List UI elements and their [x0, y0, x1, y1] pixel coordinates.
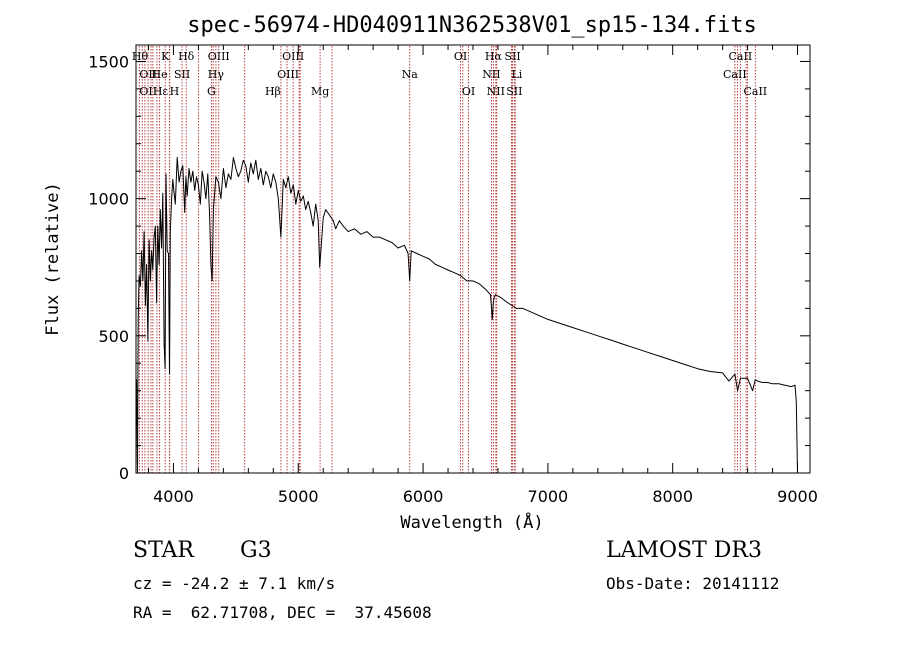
marker-lines-group — [138, 46, 756, 473]
marker-label: OIII — [208, 50, 230, 63]
x-tick-label: 8000 — [652, 487, 693, 506]
y-tick-label: 500 — [98, 327, 129, 346]
plot-frame — [135, 44, 811, 474]
marker-label: OIII — [282, 50, 304, 63]
marker-label: Na — [402, 68, 419, 81]
y-axis-label: Flux (relative) — [43, 182, 63, 336]
marker-label: Hε — [153, 85, 169, 98]
marker-label: SII — [506, 85, 522, 98]
x-tick-label: 7000 — [528, 487, 569, 506]
marker-label: CaII — [729, 50, 753, 63]
redshift-velocity: cz = -24.2 ± 7.1 km/s — [133, 574, 336, 593]
marker-label: Hβ — [265, 85, 281, 98]
marker-label: Hα — [485, 50, 503, 63]
marker-label: CaII — [743, 85, 767, 98]
marker-label: K — [161, 50, 170, 63]
marker-label: SII — [504, 50, 520, 63]
marker-label: NII — [487, 85, 505, 98]
marker-label: Li — [511, 68, 522, 81]
y-tick-label: 1000 — [88, 190, 129, 209]
marker-label: SII — [174, 68, 190, 81]
spectral-subclass: G3 — [240, 538, 272, 563]
marker-label: G — [207, 85, 216, 98]
marker-label: OII — [139, 85, 157, 98]
marker-label: H — [170, 85, 180, 98]
x-tick-label: 4000 — [153, 487, 194, 506]
marker-label: Hγ — [208, 68, 225, 81]
survey-label: LAMOST DR3 — [606, 538, 762, 563]
marker-label: He — [152, 68, 168, 81]
sky-coordinates: RA = 62.71708, DEC = 37.45608 — [133, 603, 432, 622]
marker-label: OIII — [277, 68, 299, 81]
spectrum-chart: spec-56974-HD040911N362538V01_sp15-134.f… — [43, 13, 818, 533]
object-class: STAR — [133, 538, 194, 563]
marker-label: Mg — [311, 85, 329, 98]
x-tick-label: 6000 — [403, 487, 444, 506]
y-tick-label: 1500 — [88, 52, 129, 71]
x-axis-label: Wavelength (Å) — [400, 511, 543, 533]
marker-label: CaII — [723, 68, 747, 81]
observation-date: Obs-Date: 20141112 — [606, 574, 780, 593]
marker-label: OI — [454, 50, 467, 63]
marker-label: Hδ — [178, 50, 195, 63]
x-tick-label: 9000 — [777, 487, 818, 506]
y-tick-label: 0 — [119, 464, 129, 483]
chart-title: spec-56974-HD040911N362538V01_sp15-134.f… — [187, 13, 757, 38]
axis-ticks-group: 4000 5000 6000 7000 8000 9000 0 500 1000 1500 — [88, 45, 818, 506]
marker-label: OII — [139, 68, 157, 81]
marker-label: NII — [482, 68, 500, 81]
x-tick-label: 5000 — [278, 487, 319, 506]
marker-label: OI — [462, 85, 475, 98]
spectrum-line — [135, 157, 798, 474]
